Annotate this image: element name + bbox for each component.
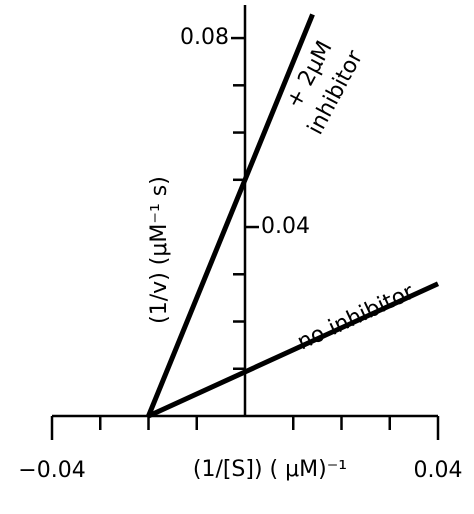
data-line xyxy=(147,281,440,419)
y-tick-label: 0.04 xyxy=(261,214,310,239)
data-line xyxy=(146,13,315,417)
annotation: no inhibitor xyxy=(294,279,419,355)
y-axis-label: (1/v) (μM⁻¹ s) xyxy=(147,176,172,324)
x-tick-label: 0.04 xyxy=(414,458,463,483)
y-tick-label: 0.08 xyxy=(180,25,229,50)
x-tick-label: −0.04 xyxy=(18,458,85,483)
x-axis-label: (1/[S]) ( μM)⁻¹ xyxy=(193,457,347,482)
